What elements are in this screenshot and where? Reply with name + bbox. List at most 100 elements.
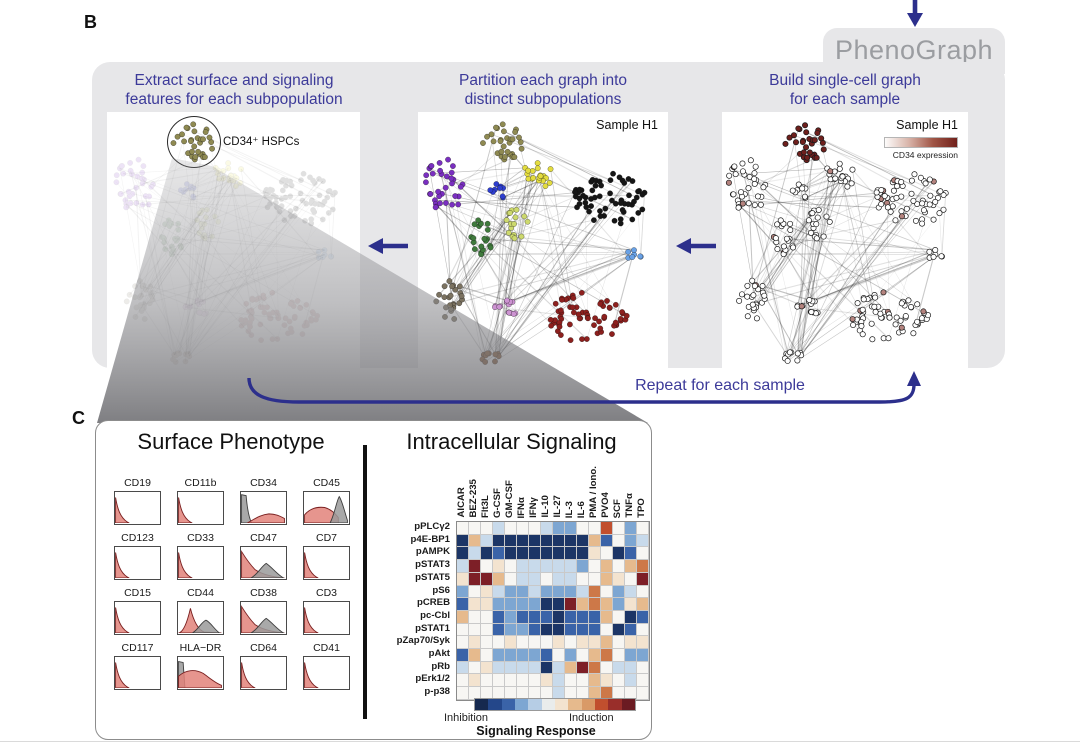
heatmap-cell: [529, 674, 541, 688]
heatmap-cell: [613, 572, 625, 586]
heatmap-cell: [577, 560, 589, 573]
colorbar-induction-label: Induction: [569, 712, 614, 724]
surface-histogram-grid: CD19 CD11b CD34 CD45 CD123 CD33 CD47 CD7 CD15 CD4…: [114, 477, 350, 690]
sample-label: Sample H1: [896, 118, 958, 132]
heatmap-row-label: pCREB: [416, 597, 450, 609]
histogram-plot: [240, 656, 287, 690]
heatmap-cell: [541, 661, 553, 675]
heatmap-cell: [517, 522, 529, 535]
heatmap-column-label: GM-CSF: [504, 480, 515, 518]
heatmap-cell: [493, 661, 505, 675]
heatmap-cell: [625, 572, 637, 586]
heatmap-cell: [577, 636, 589, 650]
heatmap-cell: [541, 534, 553, 548]
panel-divider: [363, 445, 367, 719]
heatmap-cell: [601, 610, 613, 624]
heatmap-cell: [553, 649, 565, 662]
heatmap-cell: [565, 623, 577, 637]
histogram-marker-label: CD11b: [184, 477, 217, 489]
cd34-expression-colorbar: [884, 137, 958, 148]
heatmap-row-label: pSTAT5: [415, 571, 450, 583]
heatmap-cell: [529, 661, 541, 675]
heatmap-cell: [601, 522, 613, 535]
histogram-CD123: CD123: [114, 532, 161, 580]
cd34-hspc-annotation: CD34⁺ HSPCs: [223, 136, 300, 148]
heatmap-cell: [637, 610, 649, 624]
heatmap-cell: [505, 661, 517, 675]
heatmap-cell: [457, 547, 469, 561]
histogram-plot: [303, 601, 350, 635]
heatmap-cell: [469, 636, 481, 650]
heatmap-column-label: PMA / Iono.: [588, 466, 599, 518]
heatmap-cell: [493, 636, 505, 650]
heatmap-cell: [457, 636, 469, 650]
cluster-dark-red: [849, 289, 932, 343]
heatmap-cell: [637, 674, 649, 688]
heatmap-cell: [481, 522, 493, 535]
heatmap-cell: [601, 585, 613, 599]
heatmap-cell: [505, 585, 517, 599]
heatmap-cell: [577, 610, 589, 624]
histogram-CD19: CD19: [114, 477, 161, 525]
heatmap-cell: [565, 649, 577, 662]
histogram-plot: [240, 601, 287, 635]
heatmap-cell: [577, 649, 589, 662]
heatmap-cell: [565, 572, 577, 586]
heatmap-cell: [457, 598, 469, 611]
sample-label: Sample H1: [596, 118, 658, 132]
heatmap-cell: [565, 674, 577, 688]
heatmap-cell: [577, 522, 589, 535]
heatmap-cell: [589, 572, 601, 586]
heatmap-cell: [613, 547, 625, 561]
heatmap-cell: [505, 572, 517, 586]
heatmap-column-label: Flt3L: [480, 495, 491, 518]
heatmap-cell: [481, 674, 493, 688]
colorbar-segment: [514, 699, 529, 710]
heatmap-cell: [553, 610, 565, 624]
heatmap-cell: [481, 623, 493, 637]
heatmap-cell: [517, 585, 529, 599]
heatmap-column-label: TPO: [636, 498, 647, 518]
heatmap-cell: [469, 661, 481, 675]
cd34-expression-label: CD34 expression: [892, 150, 958, 160]
cluster-black: [873, 171, 949, 227]
heatmap-cell: [469, 674, 481, 688]
flow-left-arrow-icon: [676, 238, 716, 254]
heatmap-cell: [541, 547, 553, 561]
heatmap-cell: [637, 636, 649, 650]
heatmap-cell: [493, 572, 505, 586]
histogram-marker-label: CD41: [313, 642, 340, 654]
heatmap-cell: [469, 623, 481, 637]
histogram-plot: [114, 656, 161, 690]
heatmap-cell: [529, 636, 541, 650]
heatmap-cell: [517, 610, 529, 624]
colorbar-inhibition-label: Inhibition: [444, 712, 489, 724]
heatmap-cell: [565, 522, 577, 535]
histogram-marker-label: CD47: [250, 532, 277, 544]
cd34-cluster-ring: [167, 116, 221, 168]
cluster-purple: [725, 157, 769, 211]
heatmap-cell: [637, 661, 649, 675]
heatmap-cell: [553, 522, 565, 535]
heatmap-cell: [541, 610, 553, 624]
heatmap-cell: [457, 649, 469, 662]
heatmap-cell: [505, 636, 517, 650]
colorbar-segment: [621, 699, 635, 710]
histogram-CD64: CD64: [240, 642, 287, 690]
step-title-build: Build single-cell graph for each sample: [722, 71, 968, 109]
cluster-brown: [781, 349, 805, 364]
heatmap-cell: [493, 585, 505, 599]
heatmap-cell: [589, 560, 601, 573]
heatmap-cell: [577, 661, 589, 675]
step-title-line: Build single-cell graph: [769, 72, 921, 89]
heatmap-cell: [553, 623, 565, 637]
heatmap-cell: [505, 598, 517, 611]
heatmap-cell: [541, 636, 553, 650]
cluster-brown: [479, 350, 502, 365]
heatmap-column-label: IL-6: [576, 500, 587, 518]
heatmap-row-label: pS6: [432, 584, 450, 596]
histogram-CD34: CD34: [240, 477, 287, 525]
heatmap-row-label: pRb: [431, 660, 450, 672]
heatmap-cell: [601, 661, 613, 675]
heatmap-cell: [613, 623, 625, 637]
